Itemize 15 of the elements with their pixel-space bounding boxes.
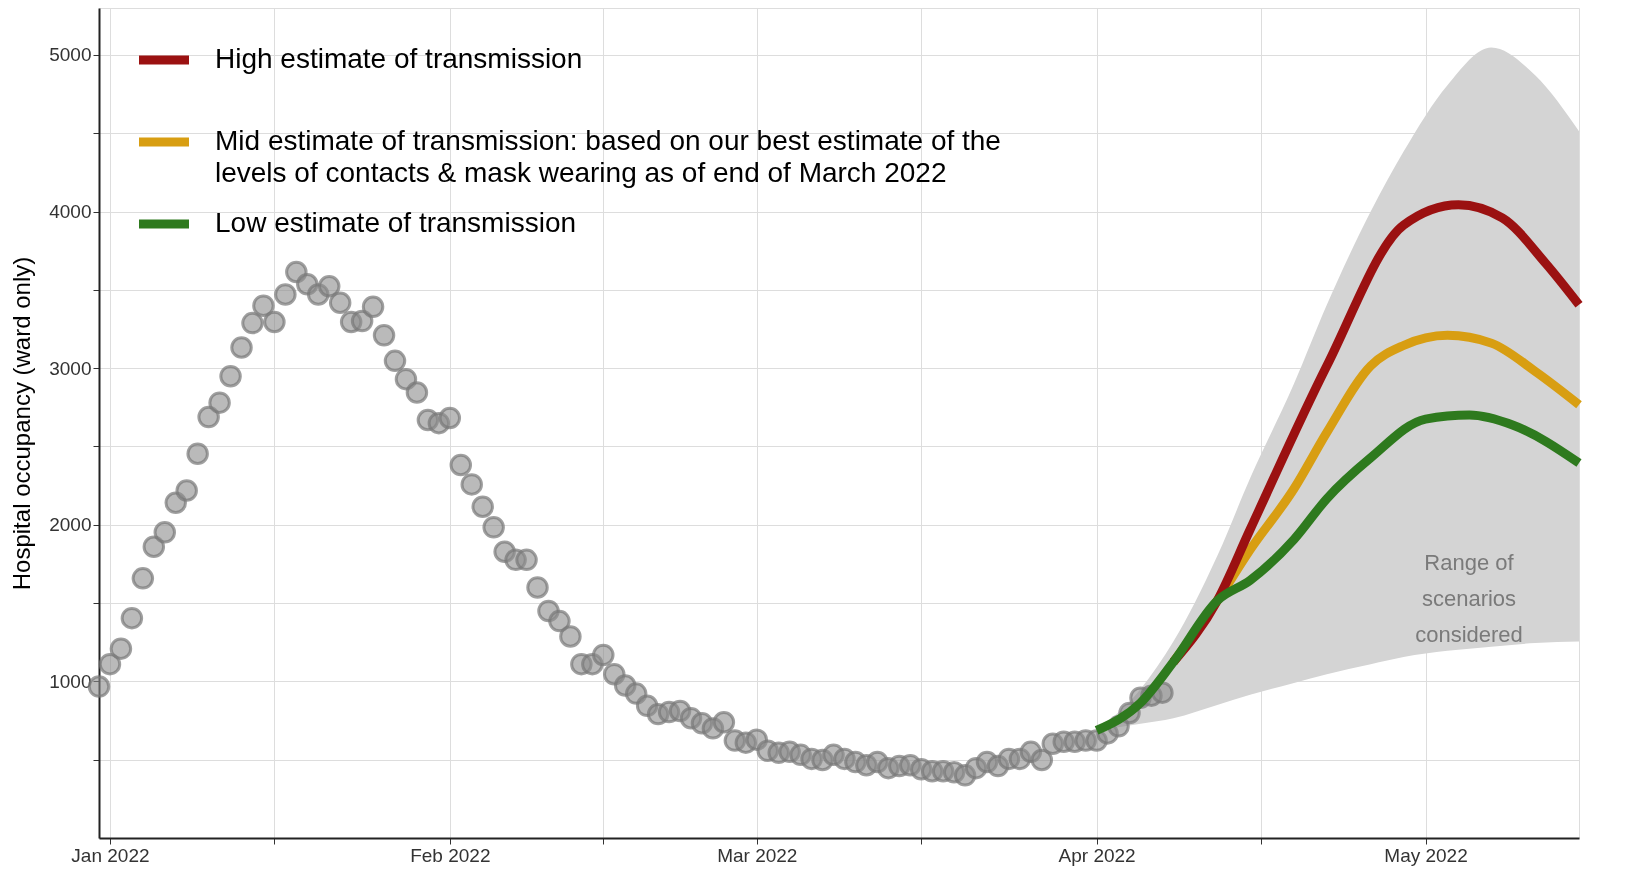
x-tick-label: Jan 2022 xyxy=(71,844,150,866)
legend-label: Low estimate of transmission xyxy=(215,207,577,238)
y-tick-label: 3000 xyxy=(49,357,92,379)
y-tick-label: 1000 xyxy=(49,670,92,692)
y-axis-title: Hospital occupancy (ward only) xyxy=(8,256,36,591)
y-tick-label: 4000 xyxy=(49,201,92,223)
annotation: Range of scenarios considered xyxy=(1415,550,1523,647)
y-tick-label: 2000 xyxy=(49,514,92,536)
legend-label: High estimate of transmission xyxy=(215,43,583,74)
x-tick-label: Feb 2022 xyxy=(410,844,491,866)
x-tick-label: Mar 2022 xyxy=(717,844,798,866)
x-tick-label: Apr 2022 xyxy=(1058,844,1136,866)
y-tick-label: 5000 xyxy=(49,44,92,66)
x-tick-label: May 2022 xyxy=(1384,844,1468,866)
legend-label: Mid estimate of transmission: based on our best estimate of the levels of contacts & mask wearing as of end of March 2022 xyxy=(215,125,1001,188)
